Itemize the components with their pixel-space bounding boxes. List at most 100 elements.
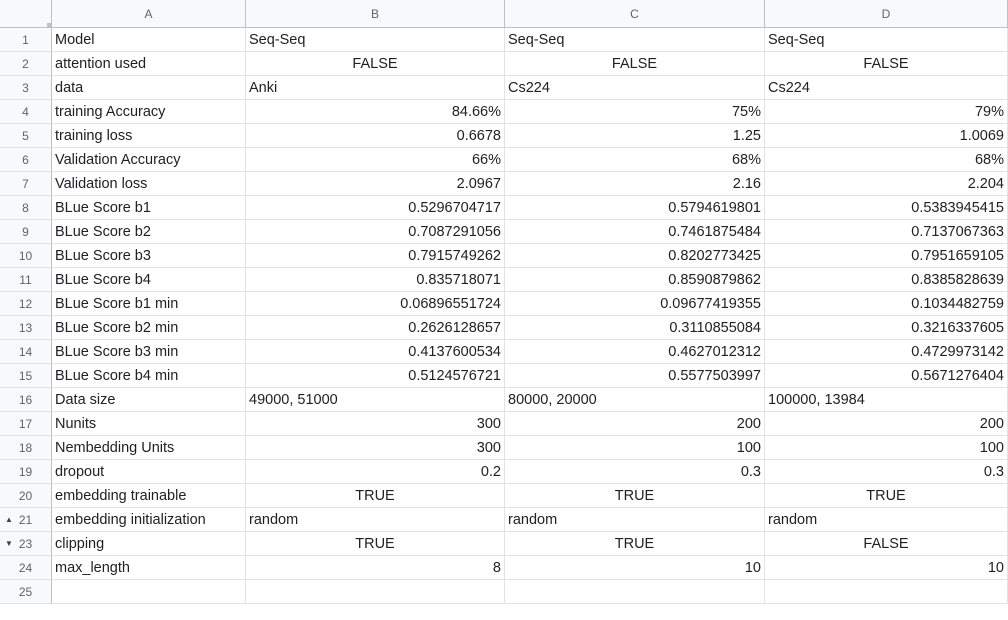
cell-b[interactable]: 0.5124576721 <box>246 364 505 388</box>
cell-a[interactable]: BLue Score b2 <box>52 220 246 244</box>
cell-d[interactable]: 79% <box>765 100 1008 124</box>
cell-c[interactable]: random <box>505 508 765 532</box>
cell-a[interactable]: Data size <box>52 388 246 412</box>
cell-c[interactable]: 1.25 <box>505 124 765 148</box>
cell-b[interactable]: 0.835718071 <box>246 268 505 292</box>
cell-d[interactable] <box>765 580 1008 604</box>
cell-b[interactable]: 300 <box>246 412 505 436</box>
cell-a[interactable]: BLue Score b4 <box>52 268 246 292</box>
cell-b[interactable]: Anki <box>246 76 505 100</box>
cell-d[interactable]: FALSE <box>765 532 1008 556</box>
cell-a[interactable]: data <box>52 76 246 100</box>
cell-d[interactable]: Seq-Seq <box>765 28 1008 52</box>
cell-a[interactable]: attention used <box>52 52 246 76</box>
cell-b[interactable]: Seq-Seq <box>246 28 505 52</box>
row-header[interactable]: 5 <box>0 124 52 148</box>
cell-a[interactable]: training Accuracy <box>52 100 246 124</box>
cell-b[interactable]: TRUE <box>246 532 505 556</box>
cell-b[interactable]: 0.7087291056 <box>246 220 505 244</box>
cell-d[interactable]: 0.5671276404 <box>765 364 1008 388</box>
row-header[interactable]: 3 <box>0 76 52 100</box>
row-header[interactable]: 18 <box>0 436 52 460</box>
cell-c[interactable]: 0.3 <box>505 460 765 484</box>
row-header[interactable]: 7 <box>0 172 52 196</box>
cell-d[interactable]: Cs224 <box>765 76 1008 100</box>
cell-a[interactable]: Model <box>52 28 246 52</box>
cell-b[interactable]: 84.66% <box>246 100 505 124</box>
cell-c[interactable]: TRUE <box>505 532 765 556</box>
cell-c[interactable]: 68% <box>505 148 765 172</box>
cell-a[interactable]: training loss <box>52 124 246 148</box>
cell-d[interactable]: random <box>765 508 1008 532</box>
row-header[interactable]: 19 <box>0 460 52 484</box>
cell-a[interactable]: Validation loss <box>52 172 246 196</box>
cell-a[interactable]: BLue Score b3 <box>52 244 246 268</box>
row-header[interactable]: 16 <box>0 388 52 412</box>
cell-c[interactable]: 0.5577503997 <box>505 364 765 388</box>
row-header[interactable]: 13 <box>0 316 52 340</box>
row-header[interactable]: 10 <box>0 244 52 268</box>
cell-a[interactable]: embedding initialization <box>52 508 246 532</box>
cell-b[interactable]: TRUE <box>246 484 505 508</box>
cell-d[interactable]: 2.204 <box>765 172 1008 196</box>
cell-b[interactable] <box>246 580 505 604</box>
cell-b[interactable]: FALSE <box>246 52 505 76</box>
row-header[interactable]: ▲ 21 <box>0 508 52 532</box>
cell-d[interactable]: 0.3216337605 <box>765 316 1008 340</box>
row-header[interactable]: 25 <box>0 580 52 604</box>
cell-d[interactable]: 0.3 <box>765 460 1008 484</box>
cell-d[interactable]: 0.8385828639 <box>765 268 1008 292</box>
cell-b[interactable]: 0.2 <box>246 460 505 484</box>
cell-c[interactable]: 0.8590879862 <box>505 268 765 292</box>
cell-d[interactable]: 0.5383945415 <box>765 196 1008 220</box>
column-header-a[interactable]: A <box>52 0 246 28</box>
cell-d[interactable]: FALSE <box>765 52 1008 76</box>
cell-b[interactable]: 0.06896551724 <box>246 292 505 316</box>
cell-d[interactable]: 100 <box>765 436 1008 460</box>
cell-a[interactable]: dropout <box>52 460 246 484</box>
cell-a[interactable]: BLue Score b1 min <box>52 292 246 316</box>
cell-b[interactable]: 8 <box>246 556 505 580</box>
cell-c[interactable]: 10 <box>505 556 765 580</box>
cell-b[interactable]: random <box>246 508 505 532</box>
cell-a[interactable]: BLue Score b3 min <box>52 340 246 364</box>
cell-a[interactable]: embedding trainable <box>52 484 246 508</box>
cell-a[interactable]: BLue Score b2 min <box>52 316 246 340</box>
cell-a[interactable]: clipping <box>52 532 246 556</box>
cell-c[interactable]: 0.4627012312 <box>505 340 765 364</box>
cell-d[interactable]: 0.4729973142 <box>765 340 1008 364</box>
row-header[interactable]: 6 <box>0 148 52 172</box>
cell-c[interactable]: Seq-Seq <box>505 28 765 52</box>
cell-c[interactable]: 0.5794619801 <box>505 196 765 220</box>
cell-c[interactable]: 2.16 <box>505 172 765 196</box>
cell-d[interactable]: 1.0069 <box>765 124 1008 148</box>
cell-c[interactable]: 0.3110855084 <box>505 316 765 340</box>
cell-a[interactable]: Nembedding Units <box>52 436 246 460</box>
cell-a[interactable]: Nunits <box>52 412 246 436</box>
row-header[interactable]: 1 <box>0 28 52 52</box>
row-header[interactable]: 11 <box>0 268 52 292</box>
row-header[interactable]: 24 <box>0 556 52 580</box>
cell-a[interactable] <box>52 580 246 604</box>
column-header-b[interactable]: B <box>246 0 505 28</box>
cell-d[interactable]: 200 <box>765 412 1008 436</box>
cell-c[interactable]: 0.09677419355 <box>505 292 765 316</box>
column-header-c[interactable]: C <box>505 0 765 28</box>
cell-c[interactable]: 0.7461875484 <box>505 220 765 244</box>
row-header[interactable]: 9 <box>0 220 52 244</box>
cell-d[interactable]: 0.7137067363 <box>765 220 1008 244</box>
expand-up-icon[interactable]: ▲ <box>5 515 13 524</box>
cell-d[interactable]: TRUE <box>765 484 1008 508</box>
column-header-d[interactable]: D <box>765 0 1008 28</box>
cell-d[interactable]: 68% <box>765 148 1008 172</box>
cell-c[interactable]: 100 <box>505 436 765 460</box>
cell-c[interactable] <box>505 580 765 604</box>
row-header[interactable]: 2 <box>0 52 52 76</box>
row-header[interactable]: 8 <box>0 196 52 220</box>
row-header[interactable]: 15 <box>0 364 52 388</box>
cell-b[interactable]: 0.2626128657 <box>246 316 505 340</box>
cell-b[interactable]: 0.7915749262 <box>246 244 505 268</box>
cell-a[interactable]: BLue Score b1 <box>52 196 246 220</box>
cell-b[interactable]: 0.6678 <box>246 124 505 148</box>
cell-d[interactable]: 0.1034482759 <box>765 292 1008 316</box>
